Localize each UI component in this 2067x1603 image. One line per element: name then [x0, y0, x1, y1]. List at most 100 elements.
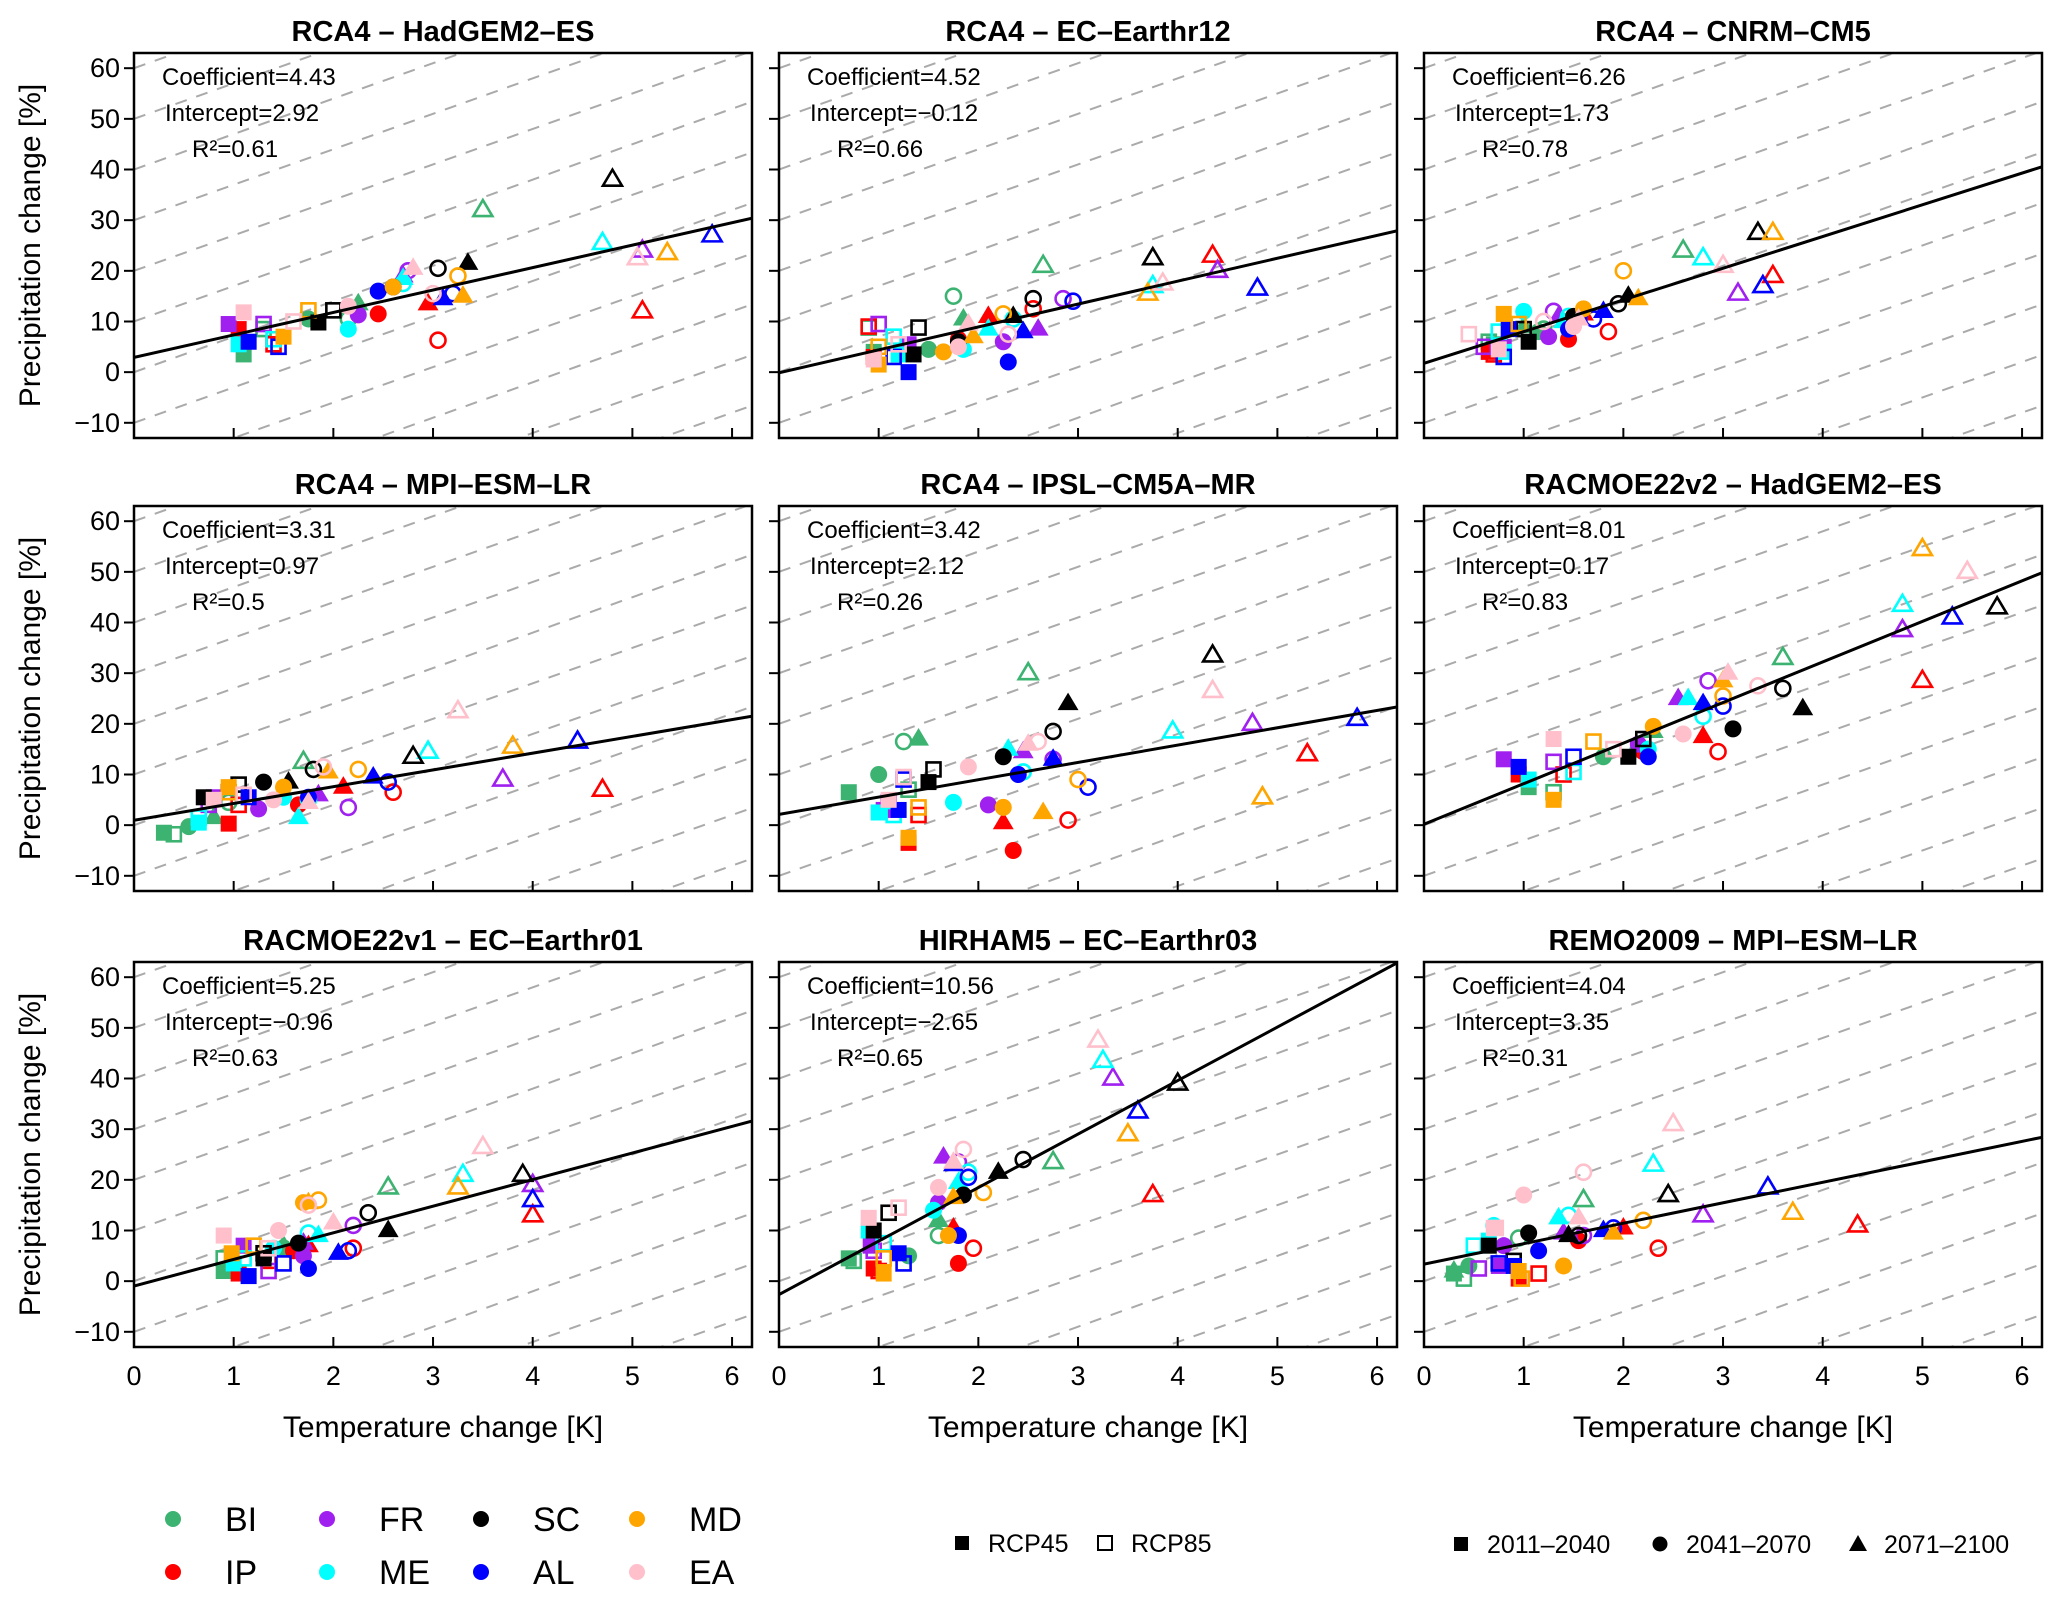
panel: RCA4 – CNRM–CM5 Coefficient=6.26 Intercept…	[1414, 16, 2044, 440]
regression-line	[779, 962, 1397, 1296]
y-tick-label: 40	[90, 608, 120, 638]
reference-lines	[134, 962, 752, 1347]
panel: RCA4 – EC–Earthr12 Coefficient=4.52 Interc…	[769, 16, 1399, 440]
data-point-sc-rcp85-triangle	[1200, 642, 1225, 663]
data-point-bi-rcp85-triangle	[1041, 1149, 1065, 1170]
panel: RACMOE22v1 – EC–Earthr01 Coefficient=5.25…	[14, 925, 754, 1444]
reference-lines	[779, 962, 1397, 1347]
coefficient-label: Coefficient=3.31	[162, 517, 336, 544]
legend-item-period: 2041–2070	[1652, 1531, 1811, 1559]
square-icon	[1454, 1537, 1468, 1551]
data-point-ea-rcp45-square	[1545, 731, 1562, 748]
reference-line	[779, 553, 1397, 776]
data-point-ip-rcp45-circle	[1004, 841, 1022, 859]
intercept-label: Intercept=1.73	[1455, 100, 1609, 127]
data-point-al-rcp45-circle	[999, 353, 1017, 371]
plot-frame	[777, 960, 1399, 1349]
legend-label: BI	[225, 1501, 257, 1539]
data-point-md-rcp45-circle	[934, 343, 952, 361]
data-point-sc-rcp45-triangle	[1057, 692, 1079, 711]
reference-lines	[779, 506, 1397, 891]
x-tick-label: 1	[871, 1361, 886, 1391]
data-point-ea-rcp45-circle	[1515, 1186, 1533, 1204]
x-tick-label: 3	[1071, 1361, 1086, 1391]
data-point-fr-rcp85-square	[870, 315, 887, 333]
x-tick-label: 5	[1915, 1361, 1930, 1391]
panels: RCA4 – HadGEM2–ES Coefficient=4.43 Interce…	[14, 16, 2044, 1444]
data-point-al-rcp85-triangle	[565, 729, 590, 749]
data-point-md-rcp45-square	[223, 1245, 240, 1262]
data-point-sc-rcp85-circle	[1044, 722, 1062, 741]
data-point-al-rcp45-square	[1510, 758, 1527, 775]
filled-square-icon	[955, 1536, 969, 1550]
x-tick-label: 4	[1815, 1361, 1830, 1391]
x-tick-label: 6	[1370, 1361, 1385, 1391]
data-point-sc-rcp45-circle	[994, 748, 1012, 766]
legend-label: 2011–2040	[1487, 1531, 1610, 1559]
coefficient-label: Coefficient=3.42	[807, 517, 981, 544]
data-point-sc-rcp45-circle	[1724, 720, 1742, 738]
data-point-al-rcp85-triangle	[1751, 273, 1775, 294]
data-point-sc-rcp85-square	[910, 319, 927, 336]
legend-label: MD	[689, 1501, 742, 1539]
data-point-ea-rcp45-circle	[270, 1221, 288, 1239]
data-point-ea-rcp85-triangle	[1086, 1027, 1110, 1048]
data-point-md-rcp45-circle	[384, 278, 402, 296]
data-point-md-rcp45-triangle	[962, 325, 984, 344]
data-point-sc-rcp45-triangle	[1792, 697, 1814, 716]
data-point-ip-rcp85-square	[860, 318, 878, 335]
data-point-md-rcp45-square	[900, 829, 917, 846]
data-point-bi-rcp45-square	[840, 784, 857, 801]
regression-line	[134, 714, 752, 822]
data-point-ea-rcp85-square	[1460, 325, 1478, 343]
data-point-ea-rcp45-triangle	[322, 1211, 344, 1230]
data-point-md-rcp45-circle	[275, 778, 293, 796]
points	[215, 1134, 545, 1285]
data-point-bi-rcp85-triangle	[1771, 645, 1795, 666]
legend-marker-circle-icon	[319, 1564, 335, 1580]
intercept-label: Intercept=3.35	[1455, 1009, 1609, 1036]
data-point-sc-rcp45-triangle	[377, 1219, 399, 1238]
data-point-ip-rcp45-triangle	[992, 811, 1014, 830]
data-point-ip-rcp85-circle	[1649, 1239, 1668, 1258]
data-point-al-rcp45-circle	[1009, 765, 1027, 783]
x-tick-label: 6	[725, 1361, 740, 1391]
plot-frame	[1422, 960, 2044, 1349]
reference-line	[1520, 705, 2042, 891]
data-point-md-rcp45-square	[220, 779, 237, 796]
data-point-sc-rcp85-circle	[429, 259, 447, 278]
x-tick-label: 2	[1616, 1361, 1631, 1391]
y-axis-title: Precipitation change [%]	[14, 993, 47, 1317]
data-point-fr-rcp45-circle	[979, 796, 997, 814]
data-point-al-rcp85-square	[895, 1255, 912, 1272]
x-tick-label: 2	[326, 1361, 341, 1391]
regression-line	[1424, 165, 2042, 365]
panel-title: RCA4 – CNRM–CM5	[1595, 16, 1871, 48]
data-point-ip-rcp85-circle	[1599, 322, 1618, 341]
legend-label: AL	[533, 1554, 575, 1592]
data-point-sc-rcp85-circle	[1024, 289, 1042, 308]
regression-line	[779, 705, 1397, 816]
r-squared-label: R²=0.63	[192, 1045, 278, 1072]
y-tick-label: 60	[90, 962, 120, 992]
coefficient-label: Coefficient=10.56	[807, 973, 994, 1000]
data-point-al-rcp45-circle	[1530, 1242, 1548, 1260]
legend-item-fr: FR	[319, 1501, 424, 1539]
data-point-sc-rcp85-triangle	[510, 1162, 535, 1183]
points	[860, 243, 1270, 381]
plot-frame	[1422, 51, 2044, 440]
data-point-fr-rcp85-triangle	[1205, 258, 1230, 279]
data-point-me-rcp85-triangle	[1890, 592, 1915, 613]
regression-line	[1424, 1135, 2042, 1266]
regression-line	[779, 229, 1397, 375]
data-point-ea-rcp85-triangle	[1150, 270, 1175, 291]
regression-line	[1424, 571, 2042, 826]
r-squared-label: R²=0.66	[837, 136, 923, 163]
x-axis-title: Temperature change [K]	[1573, 1411, 1893, 1444]
panel-title: RCA4 – HadGEM2–ES	[292, 16, 595, 48]
data-point-ip-rcp85-square	[1530, 1265, 1547, 1282]
data-point-al-rcp85-circle	[1584, 310, 1603, 328]
data-point-ip-rcp45-circle	[369, 305, 387, 323]
data-point-al-rcp85-triangle	[1245, 276, 1270, 296]
legend-label: IP	[225, 1554, 257, 1592]
